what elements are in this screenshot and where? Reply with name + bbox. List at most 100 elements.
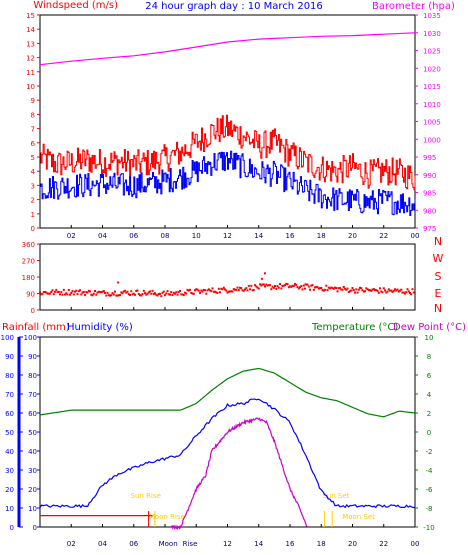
wind-direction-point — [374, 289, 376, 291]
wind-direction-point — [136, 289, 139, 292]
dewpoint-axis-title: Dew Point (°C) — [393, 322, 466, 333]
wind-direction-point — [386, 290, 389, 293]
wind-direction-point — [141, 293, 144, 296]
humidity-tick-label: 70 — [28, 391, 37, 399]
rainfall-tick-label: 60 — [5, 410, 14, 418]
rainfall-tick-label: 20 — [5, 486, 14, 494]
wind-direction-point — [245, 287, 248, 290]
wind-direction-point — [340, 288, 343, 291]
wind-direction-point — [41, 292, 44, 295]
windspeed-tick-label: 5 — [31, 154, 35, 162]
rainfall-tick-label: 100 — [1, 334, 14, 342]
wind-direction-point — [326, 289, 329, 292]
wind-direction-point — [211, 287, 214, 290]
wind-direction-point — [110, 294, 113, 297]
wind-direction-point — [352, 289, 355, 291]
wind-direction-point — [271, 285, 274, 288]
wind-direction-point — [331, 287, 334, 289]
windspeed-tick-label: 2 — [31, 197, 35, 205]
wind-direction-point — [277, 286, 280, 289]
wind-direction-point — [260, 284, 263, 287]
wind-direction-point — [157, 293, 160, 295]
wind-direction-point — [137, 293, 140, 295]
wind-direction-point — [334, 286, 336, 289]
wind-direction-point — [155, 293, 158, 296]
wind-direction-point — [132, 292, 135, 295]
wind-direction-point — [101, 290, 104, 293]
moonrise-marker-label: Moon Rise — [149, 513, 185, 521]
wind-direction-point — [244, 288, 246, 291]
wind-direction-point — [109, 294, 111, 297]
wind-direction-point — [126, 290, 129, 293]
wind-direction-point — [194, 289, 196, 292]
wind-direction-point — [204, 289, 206, 292]
wind-direction-point — [60, 291, 63, 294]
humidity-tick-label: 90 — [28, 353, 37, 361]
wind-direction-point — [224, 288, 226, 291]
humidity-tick-label: 80 — [28, 372, 37, 380]
wind-direction-point — [297, 287, 300, 290]
wind-direction-point — [410, 293, 413, 296]
wind-direction-point — [379, 287, 381, 290]
wind-direction-point — [276, 285, 279, 288]
wind-direction-point — [121, 292, 124, 295]
humidity-tick-label: 30 — [28, 467, 37, 475]
wind-direction-point — [149, 290, 151, 293]
wind-direction-point — [255, 285, 258, 288]
rainfall-tick-label: 70 — [5, 391, 14, 399]
wind-direction-point — [89, 290, 91, 293]
barometer-tick-label: 1030 — [423, 30, 441, 38]
wind-direction-point — [179, 289, 181, 292]
wind-direction-point — [210, 290, 213, 293]
wind-direction-point — [114, 290, 116, 293]
time-tick-label: 18 — [317, 232, 326, 240]
wind-direction-point — [235, 288, 238, 291]
wind-direction-point — [404, 292, 406, 295]
wind-direction-point — [286, 283, 289, 286]
wind-direction-point — [57, 290, 60, 293]
wind-direction-point — [391, 290, 394, 293]
temperature-tick-label: 2 — [427, 410, 431, 418]
time-tick-label: 06 — [129, 232, 138, 240]
wind-direction-point — [300, 285, 303, 288]
wind-direction-point — [97, 290, 100, 293]
wind-direction-point — [135, 290, 138, 292]
wind-direction-point — [267, 284, 270, 287]
wind-direction-point — [342, 286, 345, 288]
wind-direction-point — [275, 287, 278, 290]
time-tick-label: 12 — [223, 232, 232, 240]
wind-direction-point — [154, 292, 156, 295]
wind-direction-point — [56, 291, 59, 294]
time-tick-label: 22 — [379, 540, 388, 548]
wind-direction-point — [329, 287, 331, 290]
wind-direction-point — [367, 289, 370, 292]
wind-direction-point — [400, 288, 403, 291]
windspeed-tick-label: 10 — [26, 83, 35, 91]
wind-direction-point — [195, 288, 198, 291]
wind-direction-point — [265, 283, 268, 286]
wind-direction-point — [399, 289, 401, 292]
wind-direction-point — [285, 282, 288, 285]
humidity-tick-label: 10 — [28, 505, 37, 513]
wind-direction-point — [321, 289, 324, 292]
wind-direction-point — [197, 289, 200, 292]
wind-direction-point — [96, 291, 99, 294]
wind-direction-point — [217, 287, 220, 290]
wind-direction-point — [219, 291, 221, 294]
wind-direction-point — [86, 291, 89, 294]
wind-direction-point — [205, 292, 208, 295]
wind-direction-point — [69, 293, 71, 296]
temperature-tick-label: -10 — [423, 524, 434, 532]
wind-direction-point — [177, 291, 180, 293]
wind-direction-point — [362, 290, 365, 293]
wind-direction-point — [102, 290, 105, 292]
windspeed-tick-label: 4 — [31, 168, 36, 176]
wind-direction-point — [325, 284, 328, 287]
wind-direction-point — [401, 291, 404, 294]
rainfall-tick-label: 10 — [5, 505, 14, 513]
time-tick-label: 04 — [98, 232, 107, 240]
windspeed-tick-label: 11 — [26, 69, 35, 77]
wind-direction-point — [106, 291, 109, 294]
wind-direction-plot-area — [39, 243, 416, 311]
